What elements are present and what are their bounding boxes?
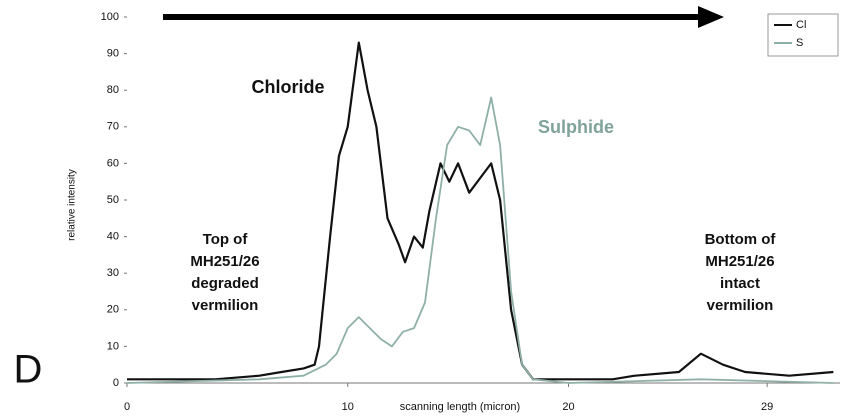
panel-label: D (14, 348, 43, 392)
y-tick-label: 30 (107, 267, 119, 279)
annotation: Top of (203, 231, 249, 248)
y-tick-label: 40 (107, 231, 119, 243)
annotation: Bottom of (705, 231, 777, 248)
annotation: Sulphide (538, 117, 614, 137)
legend-label: S (796, 37, 803, 49)
y-tick-label: 90 (107, 48, 119, 60)
y-tick-label: 100 (101, 11, 119, 23)
data-line (126, 96, 834, 384)
annotation: Chloride (251, 77, 324, 97)
y-tick-label: 50 (107, 194, 119, 206)
legend-label: Cl (796, 19, 806, 31)
x-tick-label: 20 (562, 401, 574, 413)
y-tick-label: 70 (107, 121, 119, 133)
arrow-head (698, 6, 724, 28)
annotation: MH251/26 (190, 253, 259, 270)
y-tick-label: 0 (113, 377, 119, 389)
annotation: vermilion (707, 297, 774, 314)
x-tick-label: 0 (124, 401, 130, 413)
annotation: vermilion (192, 297, 259, 314)
data-line (127, 41, 834, 381)
annotation: degraded (191, 275, 259, 292)
x-axis-label: scanning length (micron) (400, 401, 520, 413)
x-tick-label: 29 (761, 401, 773, 413)
y-tick-label: 10 (107, 340, 119, 352)
annotation: MH251/26 (705, 253, 774, 270)
x-tick-label: 10 (342, 401, 354, 413)
y-tick-label: 60 (107, 157, 119, 169)
y-axis-label: relative intensity (67, 169, 78, 241)
annotation: intact (720, 275, 760, 292)
y-tick-label: 20 (107, 304, 119, 316)
legend-box (767, 13, 839, 57)
y-tick-label: 80 (107, 84, 119, 96)
